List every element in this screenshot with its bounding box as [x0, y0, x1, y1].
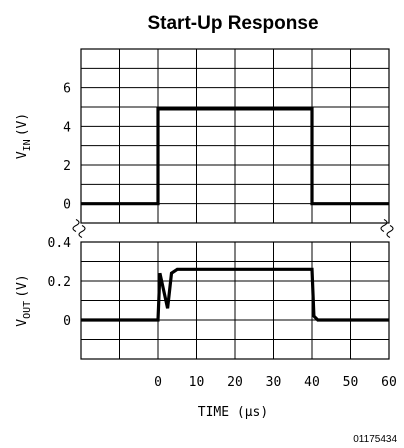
y-tick-label: 0: [63, 314, 71, 329]
x-tick-label: 10: [189, 375, 205, 390]
x-tick-label: 40: [304, 375, 320, 390]
panel-frame: [80, 48, 390, 224]
chart-traces: [81, 107, 389, 322]
axis-break-mark: [72, 219, 86, 241]
x-tick-label: 60: [381, 375, 397, 390]
x-axis-label: TIME (μs): [198, 405, 268, 420]
y-axis-label: VIN(V): [15, 113, 33, 159]
vin-trace: [81, 107, 389, 206]
y-tick-label: 0: [63, 198, 71, 213]
x-tick-label: 20: [227, 375, 243, 390]
x-tick-label: 0: [154, 375, 162, 390]
y-tick-label: 4: [63, 120, 71, 135]
y-tick-label: 6: [63, 82, 71, 97]
x-tick-label: 30: [266, 375, 282, 390]
chart-grid: [81, 49, 389, 359]
y-tick-label: 0.2: [48, 275, 71, 290]
vout-trace: [81, 267, 389, 322]
axis-break-marks: [72, 219, 394, 241]
x-tick-label: 50: [343, 375, 359, 390]
chart-title: Start-Up Response: [147, 13, 318, 34]
axis-break-mark: [380, 219, 394, 241]
figure-id: 01175434: [353, 434, 397, 445]
y-axis-label: VOUT(V): [15, 274, 33, 326]
chart-frame: [80, 48, 390, 360]
y-tick-label: 0.4: [48, 236, 72, 251]
y-tick-label: 2: [63, 159, 71, 174]
chart-labels: 0 2 4 6 VIN(V) 0 0.2 0.4 VOUT(V) 0 10 20 30 40 50 60: [15, 82, 397, 390]
panel-frame: [80, 241, 390, 360]
